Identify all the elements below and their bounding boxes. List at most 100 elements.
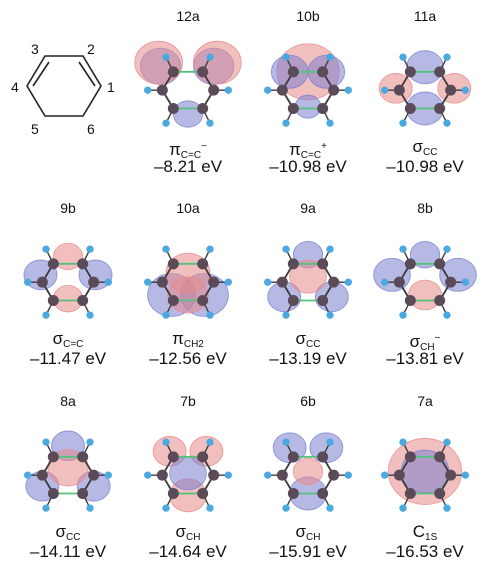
orbital-id-label: 12a (176, 8, 200, 24)
orbital-panel-7b: 7b σCH –14.64 eV (128, 393, 248, 563)
carbon-atom (36, 276, 48, 288)
orbital-symmetry-label: C1S (365, 523, 485, 547)
hydrogen-atom (162, 504, 170, 512)
carbon-atom (167, 488, 179, 499)
symmetry-subscript: CC (306, 339, 321, 350)
negative-lobe (172, 100, 204, 128)
symmetry-main: π (172, 329, 184, 348)
carbon-atom (197, 295, 209, 306)
orbital-energy: –13.81 eV (386, 349, 464, 368)
hydrogen-atom (443, 53, 451, 61)
hydrogen-atom (344, 86, 352, 94)
orbital-isosurface (378, 50, 472, 127)
hydrogen-atom (282, 504, 290, 512)
hydrogen-atom (381, 86, 389, 94)
hydrogen-atom (326, 53, 334, 61)
orbital-energy: –8.21 eV (153, 157, 223, 176)
carbon-atom (167, 66, 179, 78)
carbon-atom (317, 258, 329, 270)
symmetry-superscript: − (201, 141, 207, 152)
orbital-isosurface (264, 432, 352, 512)
symmetry-main: π (289, 140, 301, 159)
hydrogen-atom (206, 53, 214, 61)
symmetry-main: σ (52, 329, 64, 348)
carbon-atom (77, 451, 89, 463)
symmetry-main: π (169, 140, 181, 159)
orbital-isosurface (23, 242, 113, 319)
orbital-id-label: 7a (417, 393, 433, 409)
orbital-panel-12a: 12a πC=C− –8.21 eV (128, 8, 248, 178)
carbon-atom (445, 84, 457, 96)
orbital-id-label: 9a (300, 200, 316, 216)
symmetry-main: σ (295, 522, 307, 541)
carbon-atom (77, 258, 89, 270)
symmetry-subscript: C=C (300, 150, 322, 161)
carbon-atom (167, 295, 179, 306)
carbon-atom (167, 103, 179, 114)
carbon-atom (404, 258, 416, 270)
hydrogen-atom (86, 438, 94, 446)
carbon-atom (328, 84, 340, 96)
carbon-atom (208, 276, 220, 288)
carbon-atom (36, 469, 48, 481)
hydrogen-atom (206, 438, 214, 446)
hydrogen-atom (42, 245, 50, 253)
orbital-id-label: 11a (413, 8, 437, 24)
hydrogen-atom (144, 278, 152, 286)
carbon-atom (156, 469, 168, 481)
orbital-symmetry-label: πC=C− (128, 138, 248, 165)
orbital-symmetry-label: πC=C+ (248, 138, 368, 165)
orbital-panel-8b: 8b σCH− –13.81 eV (365, 200, 485, 370)
cyclohexadiene-ring: 3 2 4 1 5 6 (11, 41, 115, 137)
carbon-atom (197, 451, 209, 463)
carbon-atom (287, 66, 299, 78)
symmetry-subscript: CH (186, 532, 201, 543)
carbon-atom (276, 276, 288, 288)
positive-lobe (193, 40, 242, 85)
hydrogen-atom (399, 504, 407, 512)
symmetry-main: σ (409, 332, 421, 351)
carbon-atom (197, 488, 209, 499)
orbital-isosurface (144, 436, 232, 513)
orbital-isosurface (134, 40, 242, 128)
carbon-atom (328, 469, 340, 481)
carbon-atom (197, 258, 209, 270)
carbon-atom (287, 103, 299, 114)
symmetry-main: C (412, 522, 426, 541)
hydrogen-atom (104, 471, 112, 479)
hydrogen-atom (162, 438, 170, 446)
hydrogen-atom (162, 245, 170, 253)
hydrogen-atom (104, 278, 112, 286)
carbon-atom (208, 84, 220, 96)
hydrogen-atom (86, 311, 94, 319)
orbital-symmetry-label: σCH (248, 523, 368, 547)
carbon-atom (434, 451, 446, 463)
symmetry-main: σ (55, 522, 67, 541)
hydrogen-atom (224, 86, 232, 94)
carbon-atom (77, 295, 89, 306)
hydrogen-atom (42, 438, 50, 446)
hydrogen-atom (206, 245, 214, 253)
orbital-energy: –14.11 eV (29, 542, 107, 561)
carbon-atom (287, 295, 299, 306)
carbon-atom (434, 295, 446, 306)
hydrogen-atom (443, 311, 451, 319)
hydrogen-atom (344, 278, 352, 286)
carbon-atom (434, 103, 446, 114)
hydrogen-atom (206, 119, 214, 127)
orbital-isosurface (24, 430, 112, 512)
carbon-atom (328, 276, 340, 288)
hydrogen-atom (282, 311, 290, 319)
hydrogen-atom (86, 504, 94, 512)
orbital-isosurface (373, 241, 477, 319)
carbon-atom (156, 84, 168, 96)
orbital-symmetry-label: σCC (8, 523, 128, 547)
hydrogen-atom (399, 245, 407, 253)
symmetry-subscript: C=C (63, 339, 84, 350)
orbital-symmetry-label: πCH2 (128, 330, 248, 354)
orbital-isosurface (264, 43, 352, 127)
ring-label-3: 3 (31, 41, 39, 57)
carbon-atom (393, 469, 405, 481)
hydrogen-atom (24, 278, 32, 286)
symmetry-subscript: CH (306, 532, 321, 543)
